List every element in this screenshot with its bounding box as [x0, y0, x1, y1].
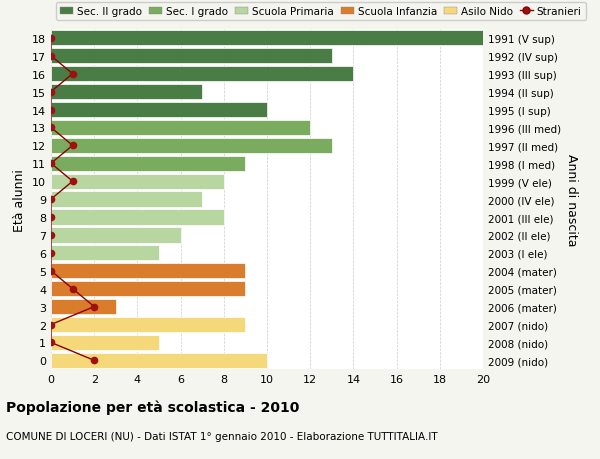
Bar [51, 263, 245, 279]
Bar [51, 228, 181, 243]
Bar [51, 335, 159, 350]
Bar [51, 210, 224, 225]
Bar [51, 157, 245, 172]
Bar [51, 103, 267, 118]
Bar [51, 139, 332, 154]
Bar [51, 67, 353, 82]
Bar [51, 246, 159, 261]
Bar [51, 281, 245, 297]
Bar [51, 353, 267, 368]
Bar [51, 121, 310, 136]
Bar [51, 85, 202, 100]
Bar [51, 317, 245, 332]
Bar [51, 49, 332, 64]
Text: Popolazione per età scolastica - 2010: Popolazione per età scolastica - 2010 [6, 399, 299, 414]
Y-axis label: Anni di nascita: Anni di nascita [565, 153, 578, 246]
Bar [51, 299, 116, 314]
Bar [51, 174, 224, 190]
Y-axis label: Età alunni: Età alunni [13, 168, 26, 231]
Bar [51, 31, 483, 46]
Text: COMUNE DI LOCERI (NU) - Dati ISTAT 1° gennaio 2010 - Elaborazione TUTTITALIA.IT: COMUNE DI LOCERI (NU) - Dati ISTAT 1° ge… [6, 431, 437, 442]
Legend: Sec. II grado, Sec. I grado, Scuola Primaria, Scuola Infanzia, Asilo Nido, Stran: Sec. II grado, Sec. I grado, Scuola Prim… [56, 3, 586, 21]
Bar [51, 192, 202, 207]
